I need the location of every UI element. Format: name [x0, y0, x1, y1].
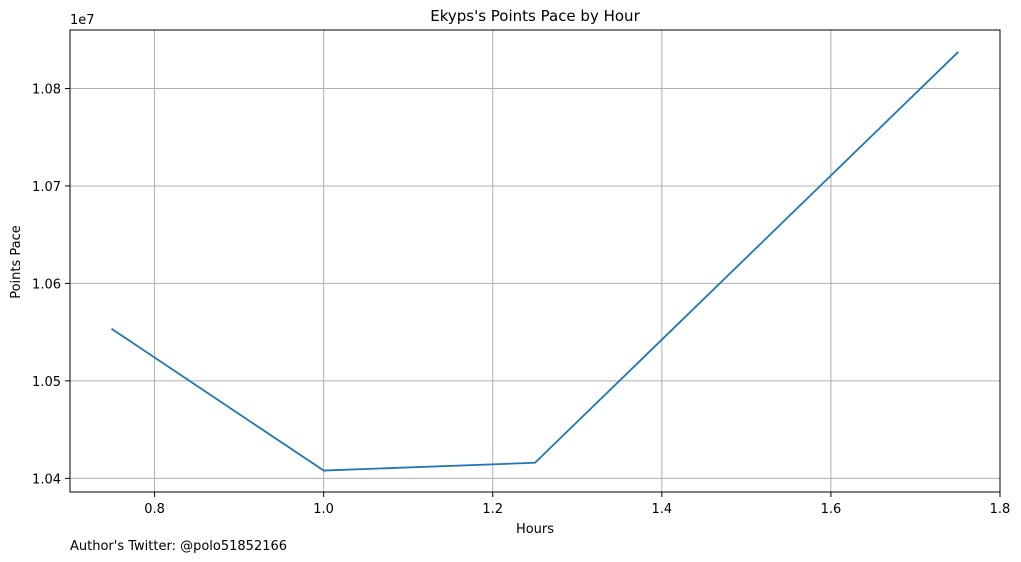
series-line-0 — [111, 51, 960, 472]
x-tick-label: 1.6 — [821, 502, 842, 517]
x-tick-label: 0.8 — [144, 502, 165, 517]
y-axis-label: Points Pace — [9, 225, 24, 299]
y-tick-label: 1.07 — [32, 180, 61, 195]
y-tick-label: 1.05 — [32, 375, 61, 390]
x-tick-label: 1.8 — [990, 502, 1011, 517]
x-axis-label: Hours — [516, 522, 554, 537]
x-tick-label: 1.4 — [651, 502, 672, 517]
x-tick-label: 1.2 — [482, 502, 503, 517]
y-tick-label: 1.08 — [32, 82, 61, 97]
y-tick-label: 1.04 — [32, 472, 61, 487]
chart-title: Ekyps's Points Pace by Hour — [430, 7, 640, 25]
y-tick-label: 1.06 — [32, 277, 61, 292]
series-group — [111, 51, 960, 472]
ticks: 0.8 1.0 1.2 1.4 1.6 1.8 1.04 1.05 1.06 1.07 1.08 — [32, 82, 1010, 517]
author-twitter-note: Author's Twitter: @polo51852166 — [70, 539, 287, 554]
x-tick-label: 1.0 — [313, 502, 334, 517]
plot-frame — [69, 29, 1001, 493]
y-axis-offset-label: 1e7 — [70, 13, 95, 28]
